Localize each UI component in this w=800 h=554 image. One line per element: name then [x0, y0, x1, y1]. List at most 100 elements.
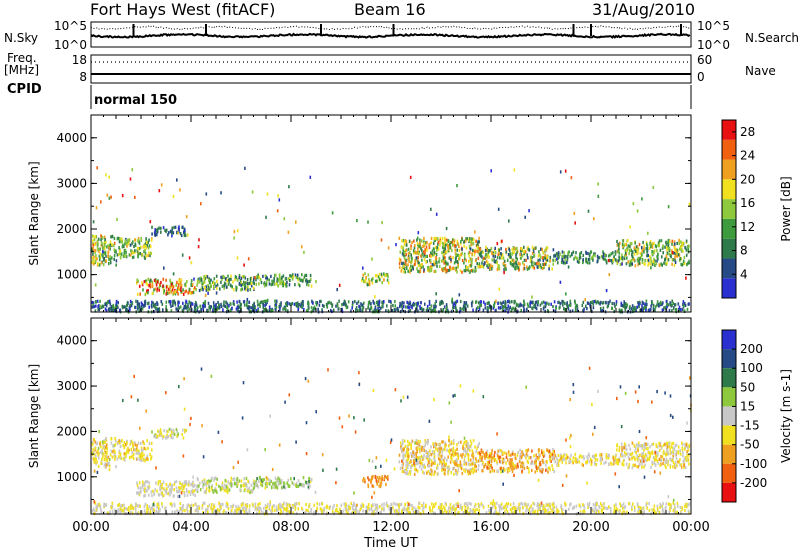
power-cell	[447, 247, 449, 251]
power-cell	[316, 301, 319, 305]
velocity-cell	[137, 441, 140, 445]
power-cell	[486, 253, 488, 257]
velocity-cell	[156, 489, 158, 493]
power-cell	[258, 275, 260, 279]
velocity-cell	[662, 462, 664, 466]
power-cell	[371, 278, 373, 282]
power-cell	[124, 239, 127, 243]
power-cell	[345, 303, 347, 307]
power-cell	[95, 206, 98, 210]
velocity-cell	[585, 460, 587, 465]
power-cell	[367, 304, 370, 308]
power-cell	[681, 242, 684, 246]
power-cell	[129, 253, 132, 257]
power-cell	[178, 225, 180, 229]
velocity-cell	[406, 458, 409, 462]
power-cell	[664, 262, 667, 266]
power-cell	[253, 278, 255, 282]
power-cell	[627, 247, 629, 251]
power-cell	[138, 309, 140, 313]
power-cell	[444, 240, 447, 244]
power-cell	[482, 265, 485, 269]
velocity-cell	[674, 464, 677, 468]
velocity-cell	[93, 451, 95, 455]
velocity-cell	[582, 463, 584, 467]
velocity-cell	[143, 494, 145, 498]
power-cell	[422, 265, 424, 269]
velocity-cell	[507, 450, 510, 454]
power-cell	[450, 309, 453, 313]
power-cell	[317, 307, 319, 311]
power-cell	[671, 239, 674, 243]
velocity-cell	[136, 457, 139, 461]
power-cell	[93, 259, 95, 263]
velocity-cell	[481, 455, 484, 459]
power-cell	[449, 265, 451, 269]
velocity-cell	[253, 485, 255, 490]
power-cell	[487, 301, 490, 305]
power-cell	[431, 249, 434, 253]
power-cell	[136, 278, 138, 282]
velocity-cell	[165, 435, 167, 439]
power-cell	[149, 254, 151, 258]
power-cell	[477, 305, 479, 309]
velocity-cell	[211, 484, 213, 488]
velocity-cell	[103, 458, 106, 462]
power-cell	[360, 302, 362, 306]
velocity-cell	[186, 482, 188, 486]
power-cell	[482, 250, 484, 254]
velocity-cell	[452, 449, 455, 453]
power-cell	[638, 302, 640, 306]
power-cell	[428, 299, 431, 304]
power-cell	[362, 266, 364, 270]
power-cell	[351, 303, 354, 307]
power-cell	[102, 250, 104, 254]
power-cell	[100, 305, 103, 310]
power-cell	[431, 265, 433, 269]
power-cell	[376, 300, 379, 304]
velocity-cell	[227, 480, 229, 484]
velocity-cell	[682, 454, 684, 458]
power-cell	[177, 283, 180, 287]
velocity-cell	[147, 457, 149, 462]
power-cell	[105, 309, 108, 313]
velocity-cell	[605, 453, 608, 457]
power-cell	[305, 309, 308, 313]
velocity-cell	[439, 458, 441, 462]
power-cell	[107, 308, 110, 312]
velocity-cell	[562, 458, 564, 462]
velocity-cell	[406, 470, 409, 474]
velocity-cell	[561, 460, 563, 464]
velocity-cell	[634, 449, 636, 453]
power-cell	[237, 308, 239, 312]
velocity-cell	[600, 461, 602, 465]
power-cell	[517, 262, 520, 266]
velocity-cell	[147, 446, 149, 450]
power-cell	[191, 290, 193, 295]
power-cell	[485, 259, 488, 263]
power-cell	[129, 307, 131, 311]
power-cell	[103, 235, 106, 239]
velocity-cell	[605, 456, 608, 460]
velocity-cell	[182, 436, 185, 440]
power-cell	[474, 269, 476, 273]
velocity-cell	[141, 454, 143, 459]
velocity-cell	[676, 464, 678, 468]
velocity-cell	[103, 463, 106, 467]
power-cell	[539, 303, 542, 307]
power-cell	[522, 304, 524, 308]
power-cell	[454, 306, 457, 310]
velocity-cell	[639, 453, 641, 457]
freq-ytick-left: 18	[72, 53, 87, 67]
velocity-cell	[672, 457, 674, 461]
power-cell	[637, 259, 639, 263]
power-cell	[536, 265, 539, 269]
power-cell	[464, 239, 467, 243]
velocity-cell	[204, 482, 207, 486]
power-cell	[285, 302, 287, 306]
power-cell	[569, 309, 572, 313]
nave-ytick-right: 60	[697, 53, 712, 67]
power-cell	[155, 283, 158, 287]
velocity-cell	[625, 452, 628, 456]
power-cell	[215, 291, 218, 295]
